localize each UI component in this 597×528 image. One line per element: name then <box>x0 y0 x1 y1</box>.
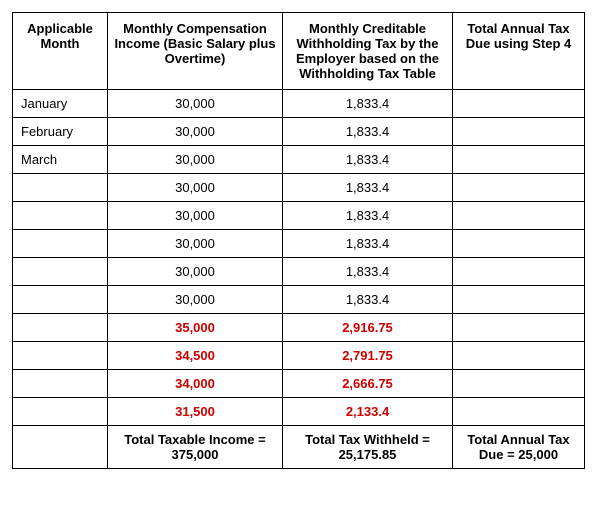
table-row: 30,0001,833.4 <box>13 286 585 314</box>
cell-income: 30,000 <box>108 258 283 286</box>
cell-month <box>13 342 108 370</box>
cell-withholding: 1,833.4 <box>283 230 453 258</box>
table-row: January30,0001,833.4 <box>13 90 585 118</box>
cell-annual-tax <box>453 202 585 230</box>
cell-income: 30,000 <box>108 230 283 258</box>
table-row: 30,0001,833.4 <box>13 258 585 286</box>
cell-income: 31,500 <box>108 398 283 426</box>
cell-month <box>13 174 108 202</box>
cell-income: 30,000 <box>108 202 283 230</box>
cell-month <box>13 230 108 258</box>
cell-withholding: 2,666.75 <box>283 370 453 398</box>
cell-withholding: 1,833.4 <box>283 202 453 230</box>
table-header-row: Applicable Month Monthly Compensation In… <box>13 13 585 90</box>
cell-withholding: 2,791.75 <box>283 342 453 370</box>
cell-annual-tax <box>453 398 585 426</box>
cell-income: 30,000 <box>108 118 283 146</box>
cell-income: 34,500 <box>108 342 283 370</box>
cell-annual-tax <box>453 118 585 146</box>
cell-annual-tax <box>453 286 585 314</box>
cell-month <box>13 202 108 230</box>
cell-withholding: 2,916.75 <box>283 314 453 342</box>
cell-income: 30,000 <box>108 146 283 174</box>
col-header-annual-tax: Total Annual Tax Due using Step 4 <box>453 13 585 90</box>
table-row: 34,0002,666.75 <box>13 370 585 398</box>
cell-annual-tax <box>453 174 585 202</box>
cell-income: 30,000 <box>108 174 283 202</box>
cell-withholding: 1,833.4 <box>283 286 453 314</box>
col-header-month: Applicable Month <box>13 13 108 90</box>
cell-income: 30,000 <box>108 286 283 314</box>
table-row: 30,0001,833.4 <box>13 202 585 230</box>
totals-income: Total Taxable Income = 375,000 <box>108 426 283 469</box>
cell-annual-tax <box>453 258 585 286</box>
cell-withholding: 1,833.4 <box>283 118 453 146</box>
table-row: March30,0001,833.4 <box>13 146 585 174</box>
cell-annual-tax <box>453 370 585 398</box>
cell-income: 34,000 <box>108 370 283 398</box>
cell-month: January <box>13 90 108 118</box>
cell-withholding: 2,133.4 <box>283 398 453 426</box>
table-row: 34,5002,791.75 <box>13 342 585 370</box>
totals-blank <box>13 426 108 469</box>
cell-annual-tax <box>453 342 585 370</box>
cell-month <box>13 370 108 398</box>
cell-income: 35,000 <box>108 314 283 342</box>
cell-withholding: 1,833.4 <box>283 258 453 286</box>
totals-annual-tax: Total Annual Tax Due = 25,000 <box>453 426 585 469</box>
col-header-income: Monthly Compensation Income (Basic Salar… <box>108 13 283 90</box>
totals-withholding: Total Tax Withheld = 25,175.85 <box>283 426 453 469</box>
cell-withholding: 1,833.4 <box>283 90 453 118</box>
cell-month <box>13 314 108 342</box>
cell-month: March <box>13 146 108 174</box>
cell-month <box>13 398 108 426</box>
tax-computation-table: Applicable Month Monthly Compensation In… <box>12 12 585 469</box>
cell-withholding: 1,833.4 <box>283 174 453 202</box>
table-row: 31,5002,133.4 <box>13 398 585 426</box>
cell-income: 30,000 <box>108 90 283 118</box>
table-row: 35,0002,916.75 <box>13 314 585 342</box>
cell-month: February <box>13 118 108 146</box>
cell-annual-tax <box>453 146 585 174</box>
table-totals-row: Total Taxable Income = 375,000Total Tax … <box>13 426 585 469</box>
col-header-withholding: Monthly Creditable Withholding Tax by th… <box>283 13 453 90</box>
table-row: February30,0001,833.4 <box>13 118 585 146</box>
table-row: 30,0001,833.4 <box>13 174 585 202</box>
cell-annual-tax <box>453 230 585 258</box>
cell-annual-tax <box>453 314 585 342</box>
cell-month <box>13 258 108 286</box>
cell-annual-tax <box>453 90 585 118</box>
cell-month <box>13 286 108 314</box>
table-row: 30,0001,833.4 <box>13 230 585 258</box>
cell-withholding: 1,833.4 <box>283 146 453 174</box>
